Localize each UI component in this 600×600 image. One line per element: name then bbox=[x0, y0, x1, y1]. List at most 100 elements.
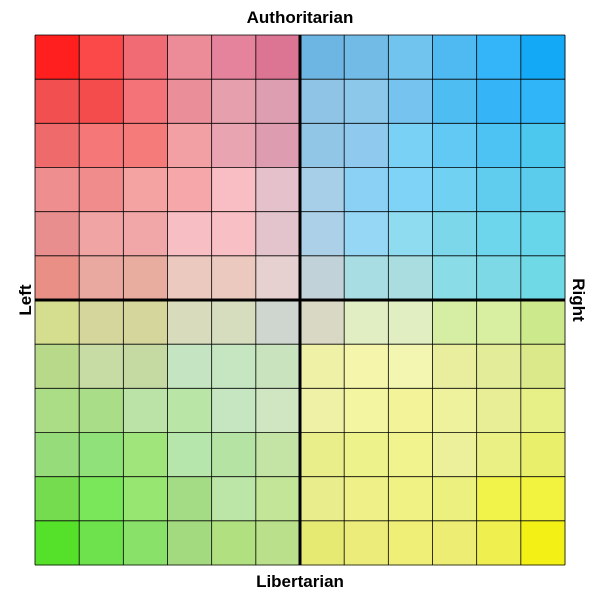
axis-label-libertarian: Libertarian bbox=[256, 572, 344, 591]
grid-cell bbox=[300, 167, 345, 213]
grid-cell bbox=[300, 79, 345, 124]
grid-cell bbox=[167, 388, 213, 433]
grid-cell bbox=[35, 476, 80, 522]
grid-cell bbox=[388, 167, 433, 213]
grid-cell bbox=[167, 520, 213, 566]
grid-cell bbox=[167, 432, 213, 478]
grid-cell bbox=[344, 388, 389, 433]
grid-cell bbox=[79, 476, 124, 522]
grid-cell bbox=[123, 123, 168, 168]
grid-cell bbox=[35, 167, 80, 213]
grid-cell bbox=[35, 123, 80, 168]
grid-cell bbox=[520, 255, 566, 301]
grid-cell bbox=[255, 255, 301, 301]
grid-cell bbox=[167, 79, 213, 124]
grid-cell bbox=[344, 432, 389, 478]
grid-cell bbox=[388, 255, 433, 301]
grid-cell bbox=[79, 167, 124, 213]
grid-cell bbox=[344, 255, 389, 301]
grid-cell bbox=[255, 211, 301, 257]
grid-cell bbox=[211, 211, 257, 257]
grid-cell bbox=[123, 79, 168, 124]
grid-cell bbox=[255, 300, 301, 345]
grid-cell bbox=[123, 167, 168, 213]
grid-cell bbox=[432, 167, 478, 213]
grid-cell bbox=[123, 520, 168, 566]
grid-cell bbox=[388, 123, 433, 168]
grid-cell bbox=[520, 123, 566, 168]
grid-cell bbox=[79, 211, 124, 257]
grid-cell bbox=[211, 123, 257, 168]
grid-cell bbox=[35, 388, 80, 433]
grid-cell bbox=[432, 300, 478, 345]
grid-cell bbox=[344, 344, 389, 389]
grid-cell bbox=[255, 388, 301, 433]
grid-cell bbox=[344, 79, 389, 124]
grid-cell bbox=[388, 35, 433, 80]
grid-cell bbox=[167, 167, 213, 213]
grid-cell bbox=[520, 432, 566, 478]
grid-cell bbox=[123, 432, 168, 478]
grid-cell bbox=[35, 344, 80, 389]
grid-cell bbox=[520, 476, 566, 522]
grid-cell bbox=[388, 388, 433, 433]
grid-cell bbox=[167, 123, 213, 168]
grid-cell bbox=[123, 300, 168, 345]
grid-cell bbox=[432, 255, 478, 301]
grid-cell bbox=[300, 123, 345, 168]
grid-cell bbox=[432, 35, 478, 80]
grid-cell bbox=[520, 167, 566, 213]
grid-cell bbox=[255, 432, 301, 478]
grid-cell bbox=[300, 211, 345, 257]
grid-cell bbox=[520, 300, 566, 345]
grid-cell bbox=[520, 344, 566, 389]
grid-cell bbox=[79, 432, 124, 478]
grid-cell bbox=[123, 255, 168, 301]
grid-cell bbox=[255, 520, 301, 566]
grid-cell bbox=[167, 476, 213, 522]
grid-cell bbox=[300, 35, 345, 80]
grid-cell bbox=[255, 476, 301, 522]
grid-cell bbox=[255, 35, 301, 80]
grid-cell bbox=[520, 35, 566, 80]
grid-cell bbox=[344, 520, 389, 566]
grid-cell bbox=[167, 35, 213, 80]
grid-cell bbox=[388, 79, 433, 124]
grid-cell bbox=[476, 167, 522, 213]
grid-cell bbox=[432, 211, 478, 257]
grid-cell bbox=[388, 432, 433, 478]
grid-cell bbox=[300, 255, 345, 301]
grid-cell bbox=[520, 520, 566, 566]
grid-cell bbox=[520, 79, 566, 124]
grid-cell bbox=[167, 211, 213, 257]
grid-cell bbox=[432, 520, 478, 566]
grid-cell bbox=[211, 35, 257, 80]
grid-cell bbox=[211, 79, 257, 124]
grid-cell bbox=[123, 211, 168, 257]
grid-cell bbox=[255, 123, 301, 168]
grid-cell bbox=[476, 344, 522, 389]
grid-cell bbox=[432, 123, 478, 168]
grid-cell bbox=[35, 79, 80, 124]
grid-cell bbox=[79, 300, 124, 345]
grid-cell bbox=[520, 211, 566, 257]
compass-axes bbox=[35, 35, 565, 565]
grid-cell bbox=[79, 344, 124, 389]
grid-cell bbox=[476, 300, 522, 345]
grid-cell bbox=[79, 123, 124, 168]
grid-cell bbox=[35, 255, 80, 301]
grid-cell bbox=[476, 255, 522, 301]
grid-cell bbox=[35, 35, 80, 80]
grid-cell bbox=[123, 35, 168, 80]
grid-cell bbox=[344, 35, 389, 80]
grid-cell bbox=[476, 79, 522, 124]
grid-cell bbox=[79, 35, 124, 80]
grid-cell bbox=[123, 344, 168, 389]
grid-cell bbox=[79, 255, 124, 301]
grid-cell bbox=[432, 79, 478, 124]
grid-cell bbox=[476, 520, 522, 566]
grid-cell bbox=[476, 432, 522, 478]
grid-cell bbox=[167, 300, 213, 345]
grid-cell bbox=[211, 476, 257, 522]
